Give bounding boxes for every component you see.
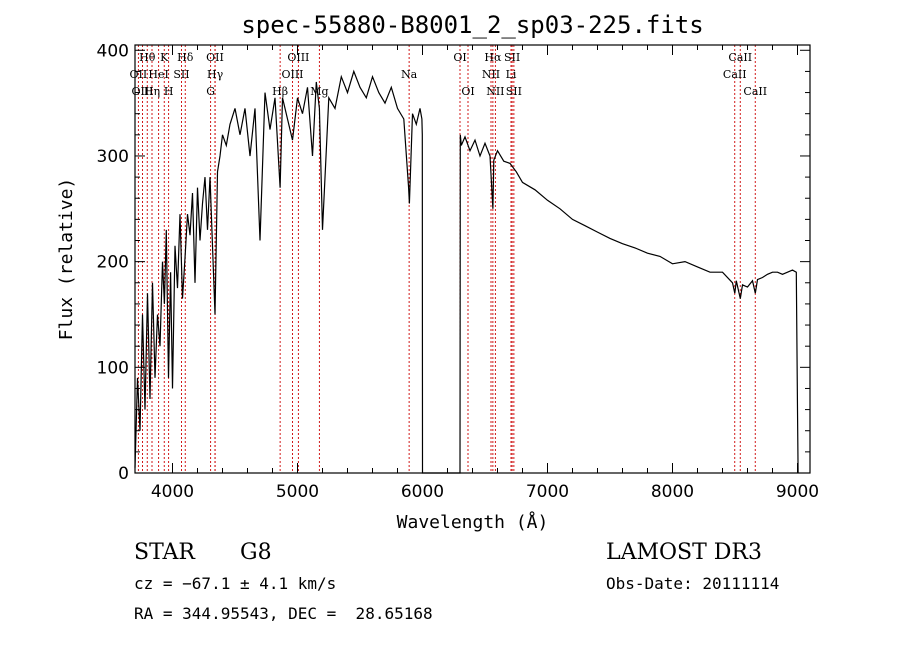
line-label: CaII (728, 51, 752, 64)
x-axis-label: Wavelength (Å) (397, 511, 549, 533)
line-label: Hη (144, 85, 160, 98)
x-tick-label: 7000 (526, 482, 569, 502)
y-tick-label: 100 (97, 358, 129, 378)
line-label: OII (206, 51, 224, 64)
line-label: Hγ (207, 68, 224, 81)
axis-ticks: 4000 5000 6000 7000 8000 9000 0 100 200 300 400 (97, 41, 820, 502)
line-label: K (160, 51, 169, 64)
line-label: Hδ (177, 51, 194, 64)
line-label: Mg (310, 85, 328, 98)
line-label: CaII (723, 68, 747, 81)
line-label: NII (482, 68, 500, 81)
observation-date: Obs-Date: 20111114 (606, 574, 780, 593)
line-label: Hβ (272, 85, 288, 98)
spectrum-series-line (134, 69, 799, 474)
line-label: Hα (484, 51, 502, 64)
line-label: CaII (743, 85, 767, 98)
spectrum-chart: spec-55880-B8001_2_sp03-225.fits 4000 500… (56, 11, 820, 533)
line-label: Hθ (139, 51, 156, 64)
survey-name: LAMOST DR3 (606, 540, 762, 565)
line-label: G (206, 85, 215, 98)
line-label: SII (173, 68, 189, 81)
y-axis-label: Flux (relative) (56, 178, 77, 341)
coordinates: RA = 344.95543, DEC = 28.65168 (134, 604, 433, 623)
object-class: STAR (134, 540, 195, 565)
y-tick-label: 300 (97, 147, 129, 167)
line-label: SII (504, 51, 520, 64)
line-label: SII (506, 85, 522, 98)
x-tick-label: 8000 (651, 482, 694, 502)
y-tick-label: 400 (97, 41, 129, 61)
plot-frame (134, 44, 811, 474)
x-tick-label: 5000 (276, 482, 319, 502)
line-label: OI (453, 51, 466, 64)
chart-title: spec-55880-B8001_2_sp03-225.fits (241, 11, 703, 39)
object-subclass: G8 (240, 540, 272, 565)
x-tick-label: 9000 (776, 482, 819, 502)
line-label: OI (461, 85, 474, 98)
line-label: OII (130, 68, 148, 81)
redshift-velocity: cz = −67.1 ± 4.1 km/s (134, 574, 337, 593)
line-label: H (164, 85, 174, 98)
line-label: Li (506, 68, 517, 81)
line-label: OIII (287, 51, 309, 64)
y-tick-label: 200 (97, 253, 129, 273)
x-tick-label: 4000 (151, 482, 194, 502)
line-label: OIII (131, 85, 153, 98)
line-label: OIII (281, 68, 303, 81)
line-label: NII (486, 85, 504, 98)
line-label: Na (401, 68, 418, 81)
line-label: HeI (148, 68, 168, 81)
line-markers (137, 45, 756, 473)
y-tick-label: 0 (118, 464, 129, 484)
x-tick-label: 6000 (401, 482, 444, 502)
